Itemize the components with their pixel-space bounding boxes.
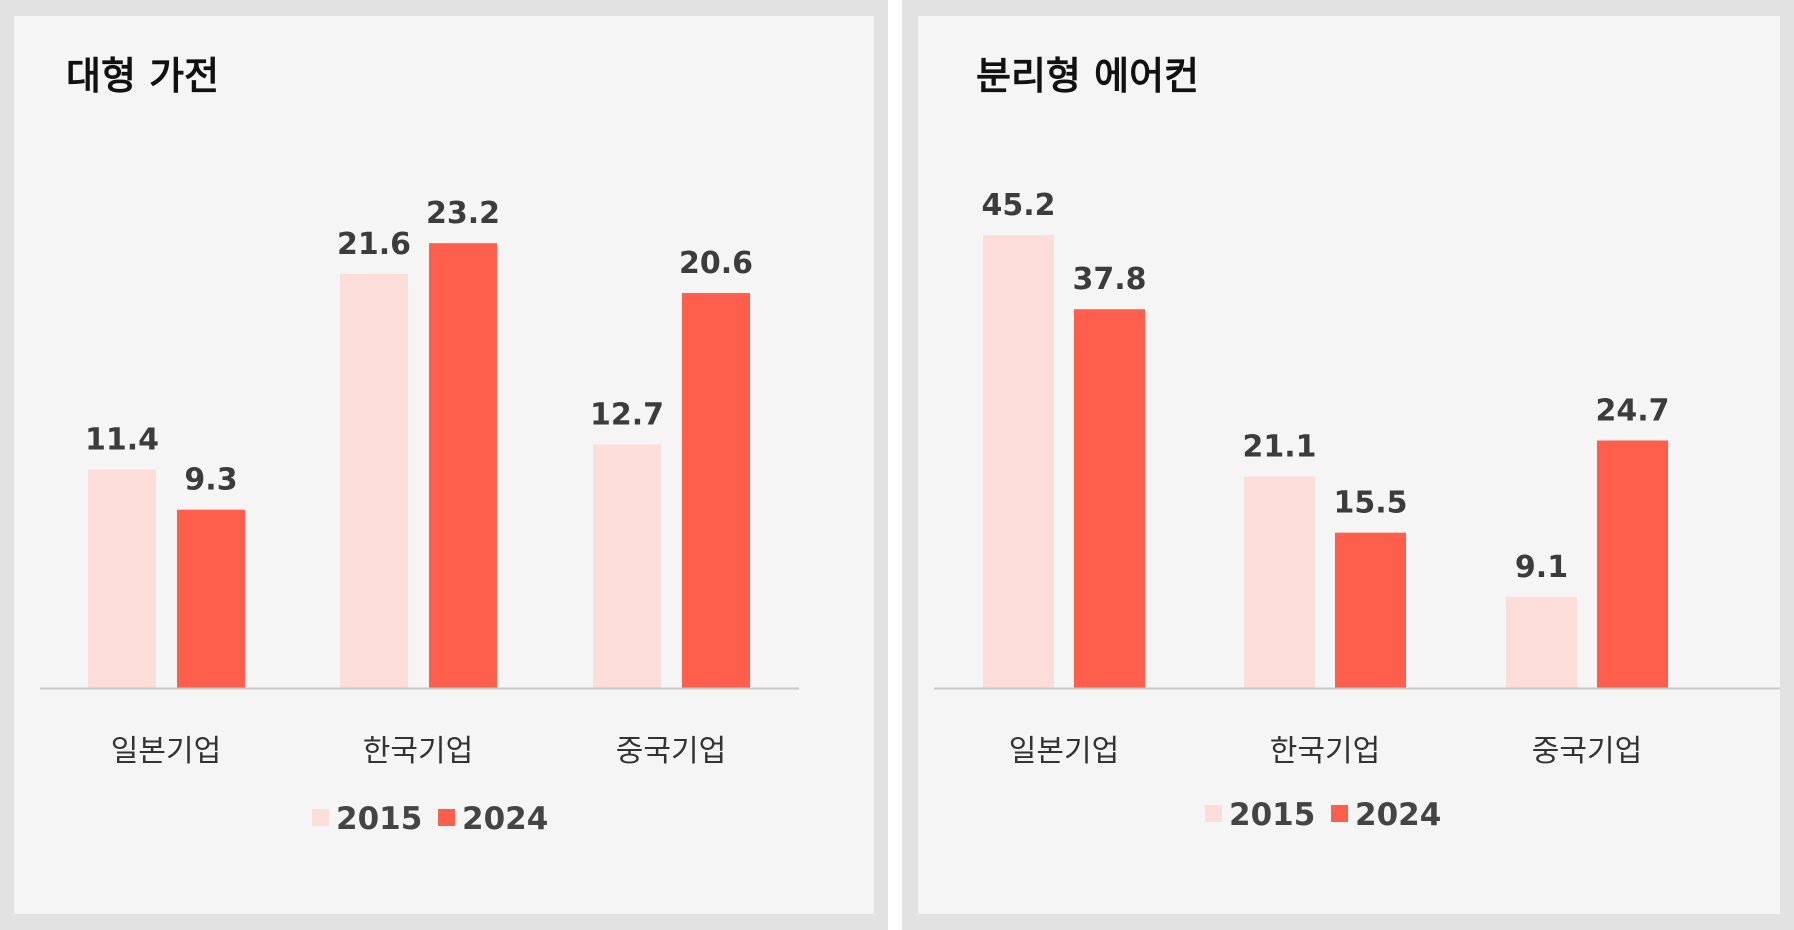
legend-label-2024: 2024 <box>1355 797 1441 833</box>
value-label-2024-3: 20.6 <box>679 246 753 281</box>
bar-2024-3 <box>682 293 750 688</box>
chart-panel-large-appliances: 대형 가전 11.4 21.6 12.7 9.3 23.2 20.6 일본기업 한국기업 중국기… <box>14 16 874 914</box>
value-label-2024-1: 9.3 <box>184 463 237 498</box>
category-label-2: 한국기업 <box>1270 734 1380 769</box>
bar-2015-1 <box>88 469 156 688</box>
bar-2024-3 <box>1597 440 1668 688</box>
chart-title: 대형 가전 <box>66 54 219 98</box>
value-label-2015-2: 21.6 <box>337 227 411 262</box>
bar-2015-2 <box>340 273 408 688</box>
chart-title: 분리형 에어컨 <box>976 54 1199 98</box>
value-label-2015-3: 12.7 <box>590 398 664 433</box>
value-label-2024-2: 23.2 <box>426 196 500 231</box>
legend-label-2015: 2015 <box>1229 797 1315 833</box>
legend-swatch-2015 <box>312 809 329 826</box>
category-label-3: 중국기업 <box>1532 734 1642 769</box>
category-label-3: 중국기업 <box>616 734 726 769</box>
value-label-2024-3: 24.7 <box>1595 393 1669 428</box>
panel-divider <box>888 0 902 930</box>
legend-swatch-2015 <box>1205 805 1222 822</box>
legend-swatch-2024 <box>1331 805 1348 822</box>
value-label-2024-2: 15.5 <box>1333 486 1407 521</box>
bar-2015-3 <box>593 444 661 688</box>
value-label-2015-3: 9.1 <box>1515 550 1568 585</box>
value-label-2015-1: 45.2 <box>981 188 1055 223</box>
category-label-2: 한국기업 <box>363 734 473 769</box>
bar-2015-1 <box>983 235 1054 688</box>
bar-2024-2 <box>1335 532 1406 688</box>
value-label-2015-1: 11.4 <box>85 422 159 457</box>
bar-2024-1 <box>1074 309 1145 688</box>
bar-2015-2 <box>1244 476 1315 688</box>
legend-swatch-2024 <box>438 809 455 826</box>
legend-label-2024: 2024 <box>462 801 548 837</box>
chart-panel-split-air-conditioner: 분리형 에어컨 45.2 21.1 9.1 37.8 15.5 24.7 일본기업 한국기업 중… <box>918 16 1780 914</box>
bar-2024-2 <box>429 243 497 689</box>
value-label-2024-1: 37.8 <box>1072 262 1146 297</box>
bar-2015-3 <box>1506 596 1577 688</box>
chart-svg-split-air-conditioner: 분리형 에어컨 45.2 21.1 9.1 37.8 15.5 24.7 일본기업 한국기업 중… <box>934 54 1780 833</box>
bar-2024-1 <box>177 509 245 688</box>
category-label-1: 일본기업 <box>1009 734 1119 769</box>
value-label-2015-2: 21.1 <box>1242 430 1316 465</box>
legend-label-2015: 2015 <box>336 801 422 837</box>
chart-svg-large-appliances: 대형 가전 11.4 21.6 12.7 9.3 23.2 20.6 일본기업 한국기업 중국기… <box>40 54 799 837</box>
category-label-1: 일본기업 <box>111 734 221 769</box>
